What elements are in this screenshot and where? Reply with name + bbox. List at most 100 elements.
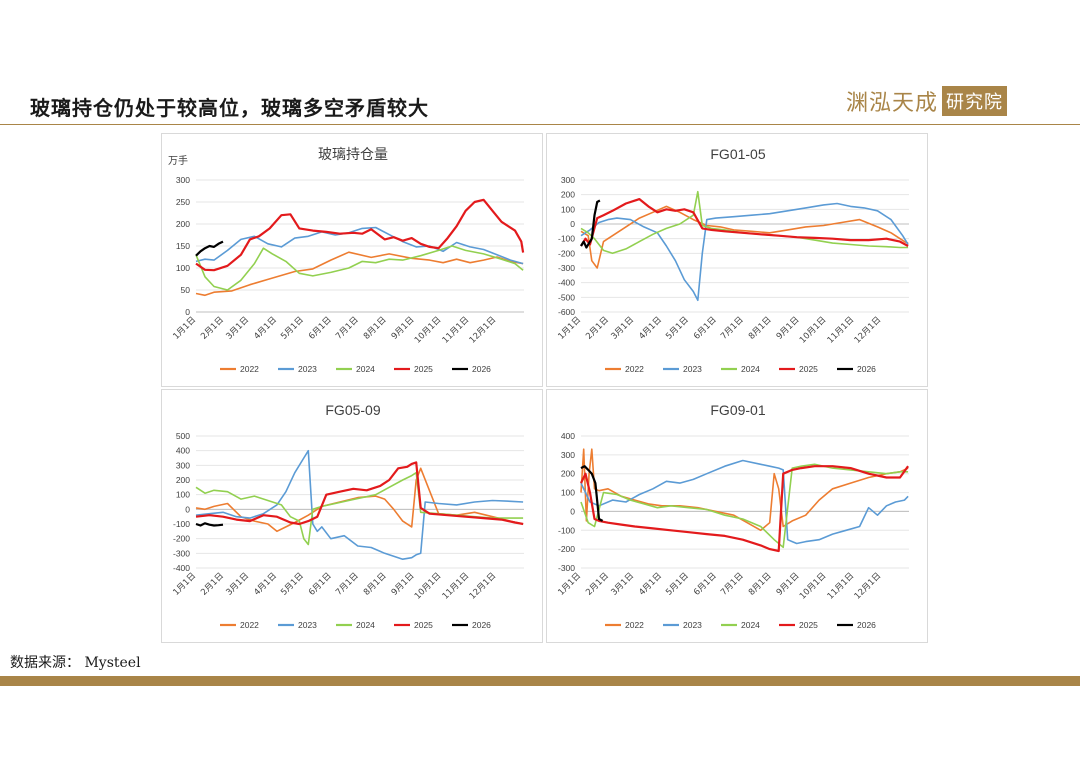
legend-label-2024: 2024 [356, 620, 375, 630]
x-tick-label: 12月1日 [468, 315, 499, 346]
x-tick-label: 10月1日 [798, 571, 829, 602]
x-tick-label: 12月1日 [853, 315, 884, 346]
legend-label-2023: 2023 [298, 620, 317, 630]
legend-label-2023: 2023 [683, 364, 702, 374]
y-tick-label: 250 [176, 197, 190, 207]
y-tick-label: -400 [173, 563, 190, 573]
y-tick-label: 0 [570, 506, 575, 516]
y-tick-label: 150 [176, 241, 190, 251]
x-tick-label: 7月1日 [334, 315, 361, 342]
x-tick-label: 4月1日 [637, 571, 664, 598]
y-tick-label: -600 [558, 307, 575, 317]
footer-band [0, 676, 1080, 686]
chart-title: 玻璃持仓量 [318, 146, 388, 162]
series-line-2026 [195, 240, 224, 257]
x-tick-label: 8月1日 [362, 315, 389, 342]
x-tick-label: 6月1日 [307, 571, 334, 598]
x-tick-label: 7月1日 [719, 315, 746, 342]
legend-label-2026: 2026 [472, 364, 491, 374]
x-tick-label: 11月1日 [441, 315, 472, 346]
legend-label-2025: 2025 [414, 620, 433, 630]
x-tick-label: 10月1日 [413, 571, 444, 602]
y-tick-label: 200 [561, 190, 575, 200]
x-tick-label: 3月1日 [609, 571, 636, 598]
legend-label-2023: 2023 [298, 364, 317, 374]
y-tick-label: 50 [181, 285, 191, 295]
legend-label-2022: 2022 [240, 364, 259, 374]
series-line-2022 [580, 448, 909, 532]
header-divider [0, 124, 1080, 125]
legend-label-2022: 2022 [625, 620, 644, 630]
series-line-2022 [580, 205, 909, 269]
chart-svg-fg01-05: FG01-05 300 200 100 0 -100 -200 -300 -400 -500 -60… [556, 146, 909, 374]
y-tick-label: -400 [558, 278, 575, 288]
x-tick-label: 1月1日 [556, 315, 583, 342]
x-tick-label: 10月1日 [413, 315, 444, 346]
y-tick-label: 400 [561, 431, 575, 441]
x-tick-label: 7月1日 [719, 571, 746, 598]
x-tick-label: 12月1日 [468, 571, 499, 602]
series-line-2023 [580, 202, 909, 302]
y-tick-label: -200 [558, 544, 575, 554]
brand-logo: 渊泓天成 研究院 [846, 86, 1008, 116]
x-tick-label: 2月1日 [584, 571, 611, 598]
logo-main-text: 渊泓天成 [846, 91, 939, 116]
series-line-2025 [580, 465, 909, 553]
x-tick-label: 11月1日 [826, 571, 857, 602]
x-tick-label: 5月1日 [279, 315, 306, 342]
legend-label-2022: 2022 [240, 620, 259, 630]
x-tick-label: 1月1日 [556, 571, 583, 598]
x-tick-label: 2月1日 [199, 571, 226, 598]
y-tick-label: 200 [176, 475, 190, 485]
x-tick-label: 5月1日 [279, 571, 306, 598]
series-line-2023 [195, 226, 524, 265]
y-tick-label: -200 [558, 248, 575, 258]
series-line-2024 [195, 471, 524, 546]
x-tick-label: 8月1日 [747, 571, 774, 598]
chart-panel-fg01-05: FG01-05 300 200 100 0 -100 -200 -300 -400 -500 -60… [546, 133, 928, 387]
y-tick-label: -300 [558, 563, 575, 573]
logo-box-text: 研究院 [942, 86, 1008, 116]
x-tick-label: 4月1日 [252, 571, 279, 598]
x-tick-label: 4月1日 [252, 315, 279, 342]
x-tick-label: 2月1日 [199, 315, 226, 342]
y-tick-label: -100 [558, 525, 575, 535]
series-line-2024 [195, 245, 524, 291]
y-tick-label: 300 [176, 175, 190, 185]
x-tick-label: 7月1日 [334, 571, 361, 598]
series-line-2022 [195, 467, 524, 533]
x-tick-label: 12月1日 [853, 571, 884, 602]
chart-svg-fg05-09: FG05-095004003002001000-100-200-300-4001… [171, 402, 524, 630]
series-line-2026 [195, 522, 224, 527]
y-tick-label: 0 [185, 504, 190, 514]
legend-label-2025: 2025 [799, 364, 818, 374]
x-tick-label: 11月1日 [826, 315, 857, 346]
y-tick-label: -300 [558, 263, 575, 273]
chart-panel-fg09-01: FG09-01 400 300 200 100 0 -100 -200 -300 1月1日 2月1日… [546, 389, 928, 643]
chart-title: FG05-09 [325, 402, 380, 418]
x-tick-label: 5月1日 [664, 571, 691, 598]
legend-label-2026: 2026 [857, 620, 876, 630]
x-tick-label: 4月1日 [637, 315, 664, 342]
legend-label-2024: 2024 [741, 620, 760, 630]
y-tick-label: 300 [561, 450, 575, 460]
chart-panel-position: 玻璃持仓量 万手 0 50 100 150 200 250 300 1月1日 2月1日 3月1日 4月1… [161, 133, 543, 387]
x-tick-label: 6月1日 [692, 315, 719, 342]
series-line-2025 [195, 461, 524, 526]
chart-title: FG01-05 [710, 146, 765, 162]
y-tick-label: 200 [561, 469, 575, 479]
y-tick-label: 100 [561, 488, 575, 498]
x-tick-label: 6月1日 [692, 571, 719, 598]
legend-label-2024: 2024 [741, 364, 760, 374]
y-unit-label: 万手 [168, 154, 188, 167]
legend-label-2025: 2025 [799, 620, 818, 630]
chart-title: FG09-01 [710, 402, 765, 418]
y-tick-label: -200 [173, 534, 190, 544]
page-title: 玻璃持仓仍处于较高位，玻璃多空矛盾较大 [30, 96, 429, 120]
y-tick-label: -100 [558, 234, 575, 244]
series-line-2023 [195, 449, 524, 560]
x-tick-label: 8月1日 [362, 571, 389, 598]
series-line-2025 [580, 197, 909, 247]
y-tick-label: 500 [176, 431, 190, 441]
y-tick-label: 400 [176, 446, 190, 456]
